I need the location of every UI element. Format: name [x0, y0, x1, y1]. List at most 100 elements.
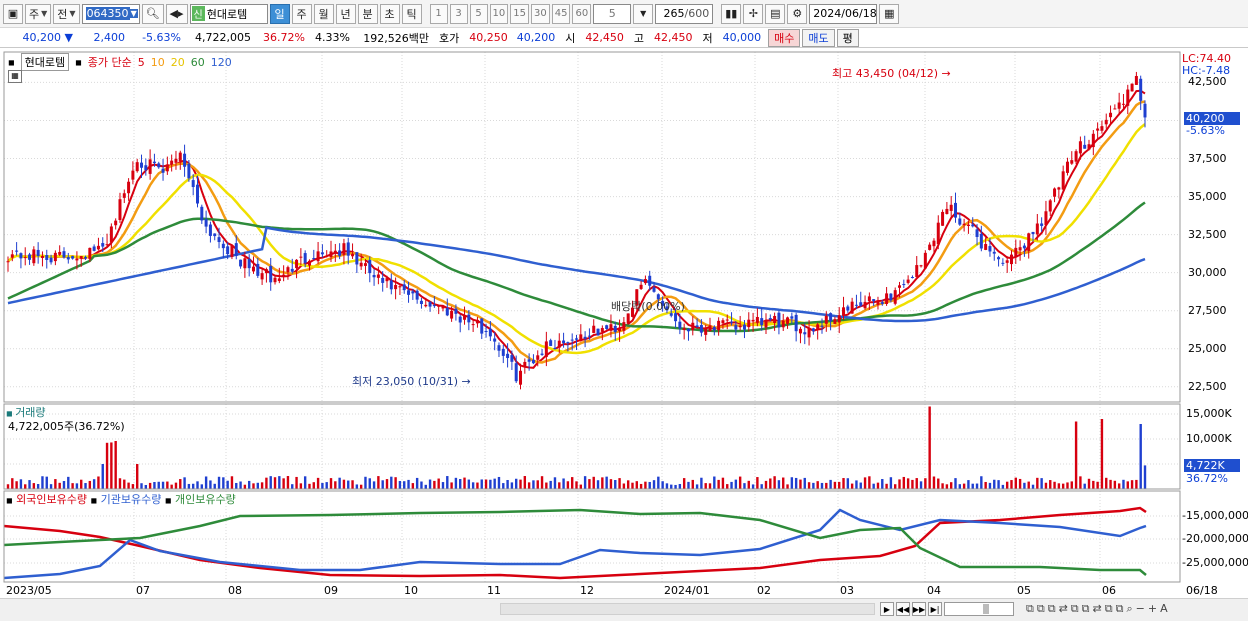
speaker-icon[interactable]: ◀▸ [165, 3, 188, 24]
interval-60[interactable]: 60 [572, 3, 592, 24]
volume-bar [863, 477, 867, 489]
interval-10[interactable]: 10 [489, 3, 509, 24]
interval-1[interactable]: 1 [429, 3, 448, 24]
copy-icon[interactable]: ⧉ [1047, 602, 1056, 615]
zoom-slider[interactable] [944, 602, 1014, 616]
forward-icon[interactable]: ▶▶ [912, 602, 926, 616]
volume-bar [665, 483, 669, 489]
candle-body [566, 342, 570, 344]
sell-button[interactable]: 매도 [802, 28, 835, 47]
volume-bar [226, 480, 229, 489]
copy-icon[interactable]: ⧉ [1026, 602, 1034, 615]
prev-button[interactable]: 전 ▼ [53, 3, 80, 24]
volume-bar [11, 478, 14, 489]
candle-body [1009, 254, 1013, 265]
candle-body [239, 259, 243, 267]
copy-icon[interactable]: ⧉ [1081, 602, 1090, 615]
shuffle-icon[interactable]: ⇄ [1058, 602, 1068, 615]
volume-bar [1139, 424, 1142, 489]
candle-body [114, 220, 118, 226]
shuffle-icon[interactable]: ⇄ [1092, 602, 1102, 615]
zoom-out-icon[interactable]: − [1135, 602, 1145, 615]
interval-3[interactable]: 3 [449, 3, 468, 24]
chevron-down-icon[interactable]: ▼ [633, 3, 654, 24]
volume-bar [200, 484, 204, 489]
chevron-down-icon[interactable]: ▼ [129, 9, 138, 18]
period-minute[interactable]: 분 [357, 3, 378, 24]
volume-bar [446, 476, 449, 489]
copy-icon[interactable]: ⧉ [1115, 602, 1124, 615]
candle-body [867, 296, 871, 301]
candle-body [747, 319, 751, 328]
settings-icon[interactable]: ◼ [8, 57, 15, 67]
holdings-legend: ◼ 외국인보유수량 ◼ 기관보유수량 ◼ 개인보유수량 [6, 493, 236, 506]
bid-price: 40,250 [469, 31, 508, 44]
period-tick[interactable]: 틱 [401, 3, 422, 24]
calendar-icon[interactable]: ▦ [879, 3, 900, 24]
candle-body [471, 324, 475, 326]
date-input[interactable]: 2024/06/18 [809, 3, 878, 24]
interval-45[interactable]: 45 [551, 3, 571, 24]
period-select[interactable]: 주 ▼ [25, 3, 52, 24]
interval-15[interactable]: 15 [510, 3, 529, 24]
end-icon[interactable]: ▶| [928, 602, 942, 616]
volume-bar [303, 476, 307, 489]
period-year[interactable]: 년 [335, 3, 356, 24]
volume-bar [1044, 482, 1048, 489]
grid-toggle-icon[interactable]: ▦ [8, 70, 22, 83]
candle-body [488, 328, 492, 337]
crosshair-icon[interactable]: ✢ [743, 3, 764, 24]
low-annotation: 최저 23,050 (10/31) → [352, 375, 471, 388]
chart-settings-icon[interactable]: ▣ [3, 3, 23, 24]
eval-button[interactable]: 평 [836, 28, 859, 47]
horizontal-scrollbar[interactable] [500, 603, 875, 615]
count-input[interactable]: 265/600 [655, 3, 714, 24]
volume-bar [941, 483, 944, 489]
candle-body [1083, 144, 1087, 149]
candle-body [760, 318, 764, 326]
settings-icon[interactable]: ◼ [75, 57, 82, 67]
volume-bar [695, 484, 699, 489]
buy-button[interactable]: 매수 [768, 28, 801, 47]
rewind-icon[interactable]: ◀◀ [896, 602, 910, 616]
copy-icon[interactable]: ⧉ [1070, 602, 1079, 615]
candle-body [1027, 233, 1031, 251]
period-week[interactable]: 주 [291, 3, 312, 24]
zoom-in-icon[interactable]: + [1147, 602, 1158, 615]
play-icon[interactable]: ▶ [880, 602, 894, 616]
volume-bar [1113, 480, 1117, 489]
volume-bar [114, 440, 117, 489]
volume-bar [1083, 483, 1086, 489]
current-price-tag: 40,200 [1184, 112, 1240, 125]
volume-bar [713, 476, 716, 489]
volume-bar [644, 481, 647, 489]
period-month[interactable]: 월 [313, 3, 334, 24]
candle-body [553, 347, 557, 350]
candle-icon[interactable]: ▮▮ [721, 3, 742, 24]
interval-5[interactable]: 5 [469, 3, 488, 24]
candle-body [846, 306, 850, 311]
candle-body [540, 353, 544, 355]
volume-bar [885, 483, 888, 489]
search-icon[interactable]: 🔍︎ [141, 3, 164, 24]
interval-input[interactable]: 5 [593, 3, 632, 24]
interval-30[interactable]: 30 [530, 3, 550, 24]
volume-bar [558, 482, 561, 489]
auto-icon[interactable]: A [1160, 602, 1168, 615]
volume-bar [962, 483, 966, 489]
save-icon[interactable]: ▤ [765, 3, 786, 24]
volume-bar [403, 481, 406, 489]
volume-bar [84, 483, 87, 489]
volume-bar [1109, 479, 1112, 489]
stock-name-box[interactable]: 신 현대로템 [189, 3, 268, 24]
copy-icon[interactable]: ⧉ [1036, 602, 1045, 615]
volume-bar [351, 480, 354, 489]
code-input[interactable]: 064350 ▼ [81, 3, 140, 24]
gear-icon[interactable]: ⚙ [787, 3, 808, 24]
volume-bar [842, 478, 845, 489]
search-icon[interactable]: ⌕ [1126, 602, 1133, 615]
period-second[interactable]: 초 [379, 3, 400, 24]
volume-bar [372, 481, 376, 489]
copy-icon[interactable]: ⧉ [1104, 602, 1113, 615]
period-day[interactable]: 일 [269, 3, 290, 24]
